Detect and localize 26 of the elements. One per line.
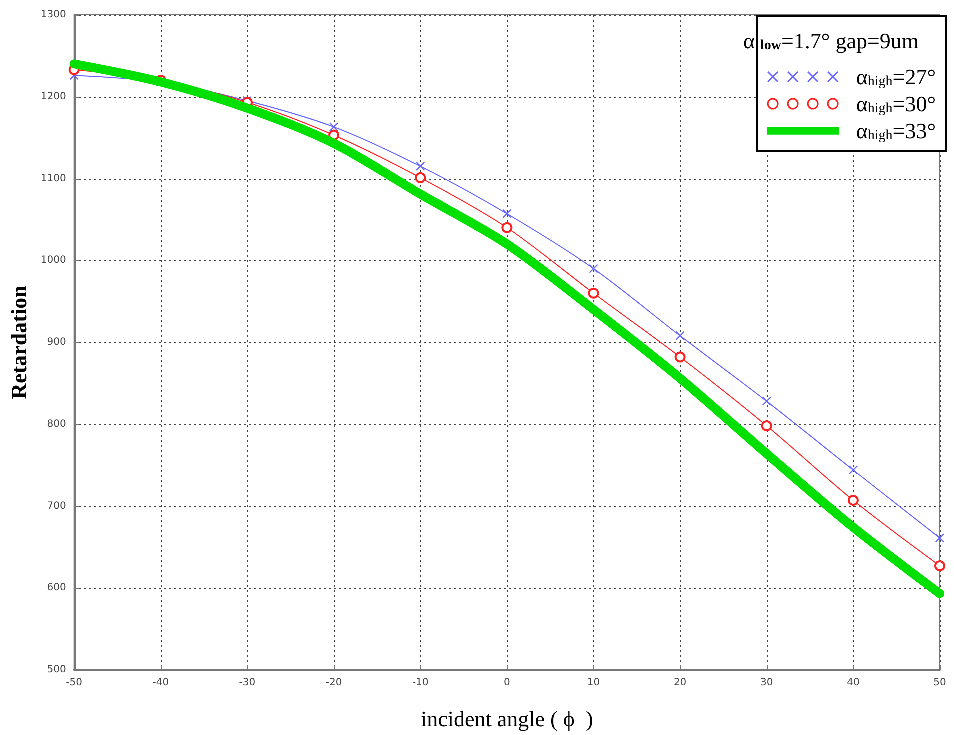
x-tick-label: 0 — [504, 678, 510, 688]
y-tick-label: 1000 — [40, 255, 66, 266]
x-tick-label: 40 — [847, 678, 860, 688]
x-tick-label: -30 — [239, 678, 256, 688]
y-tick-label: 900 — [47, 337, 66, 348]
x-tick-label: 20 — [674, 678, 687, 688]
x-tick-label: -40 — [152, 678, 170, 688]
y-tick-label: 700 — [47, 500, 66, 512]
x-tick-label: -50 — [66, 678, 83, 688]
y-tick-label: 1200 — [40, 91, 66, 102]
y-tick-label: 1300 — [40, 10, 66, 20]
y-tick-label: 500 — [47, 664, 66, 676]
y-tick-label: 800 — [47, 418, 66, 430]
x-tick-label: 50 — [934, 678, 946, 688]
legend-label: αhigh=30° — [856, 92, 936, 116]
y-axis-title: Retardation — [6, 286, 32, 400]
legend-title: α low=1.7° gap=9um — [743, 28, 920, 54]
x-tick-label: 10 — [587, 678, 600, 688]
y-tick-label: 600 — [47, 582, 66, 594]
x-axis-title: incident angle ( ϕ ) — [421, 706, 594, 732]
y-tick-label: 1100 — [40, 173, 66, 184]
x-tick-label: -10 — [412, 678, 429, 688]
x-tick-label: -20 — [326, 678, 342, 688]
legend-label: αhigh=33° — [856, 118, 936, 144]
x-tick-label: 30 — [760, 678, 774, 688]
legend-label: αhigh=27° — [856, 64, 936, 90]
